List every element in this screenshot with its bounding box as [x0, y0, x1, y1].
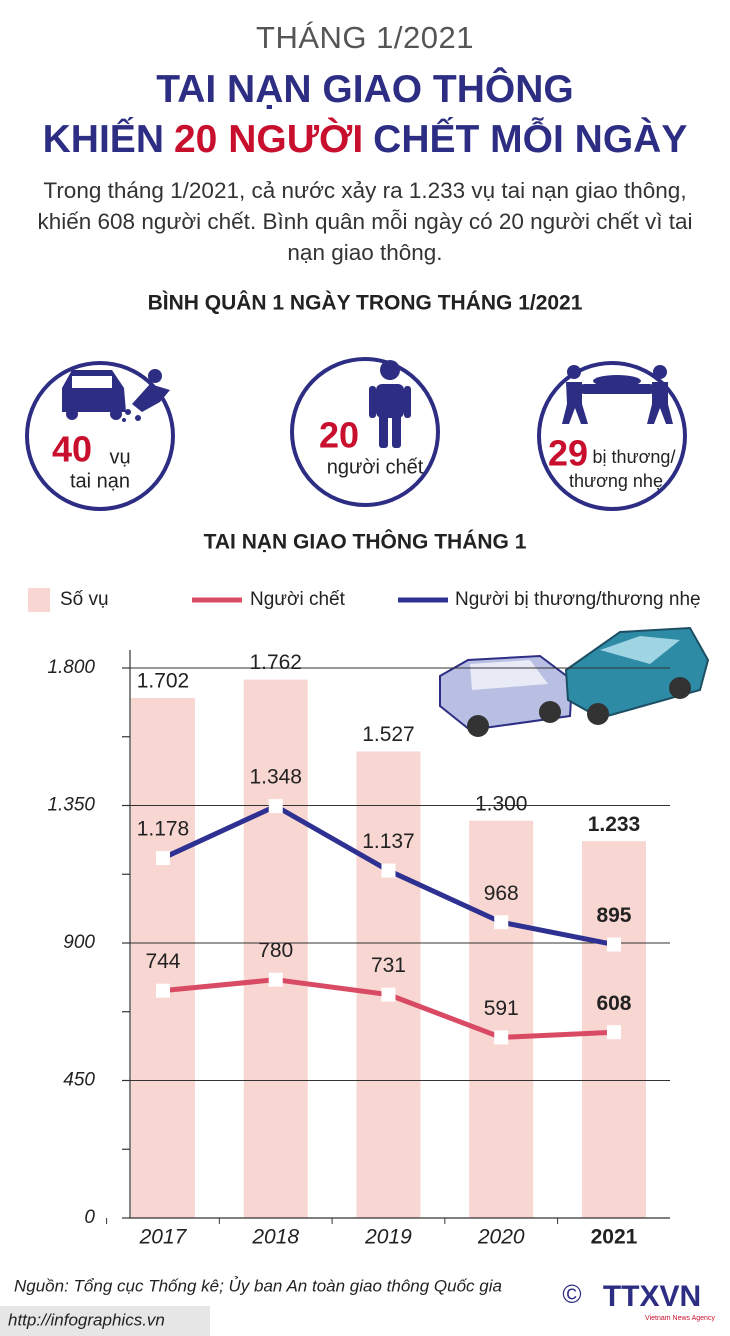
circle — [25, 361, 175, 511]
legend-label: Số vụ — [60, 589, 109, 610]
chart-title: TAI NẠN GIAO THÔNG THÁNG 1 — [204, 530, 527, 554]
y-tick-label: 450 — [63, 1070, 95, 1091]
bar — [243, 679, 308, 1218]
crash-illustration — [439, 626, 710, 737]
value-label: 1.702 — [137, 669, 190, 692]
stat-label: thương nhẹ — [569, 471, 663, 491]
value-label: 1.300 — [475, 792, 528, 815]
title-highlight: 20 NGƯỜI — [173, 118, 364, 161]
legend-swatch — [28, 588, 50, 612]
value-label: 591 — [484, 997, 519, 1020]
stat-label: người chết — [327, 456, 424, 478]
stat-label: bị thương/ — [593, 447, 676, 467]
bar — [469, 820, 534, 1218]
value-label: 1.137 — [362, 830, 415, 853]
kicker: THÁNG 1/2021 — [256, 20, 474, 55]
legend-label: Người chết — [250, 589, 346, 610]
value-label: 1.233 — [588, 813, 641, 836]
value-label: 731 — [371, 954, 406, 977]
x-tick-label: 2017 — [139, 1226, 188, 1249]
bar — [356, 751, 421, 1218]
logo-sub: Vietnam News Agency — [645, 1315, 715, 1322]
y-tick-label: 0 — [84, 1207, 95, 1228]
source: Nguồn: Tổng cục Thống kê; Ủy ban An toàn… — [14, 1276, 502, 1295]
value-label: 1.527 — [362, 723, 415, 746]
stat-label: tai nạn — [70, 470, 130, 492]
stat-icons — [25, 357, 687, 511]
value-label: 1.178 — [137, 818, 190, 841]
title: KHIẾN 20 NGƯỜI CHẾT MỖI NGÀY — [0, 118, 730, 162]
circle — [537, 361, 687, 511]
point — [381, 863, 396, 878]
legend-label: Người bị thương/thương nhẹ — [455, 589, 701, 610]
x-tick-label: 2018 — [251, 1226, 299, 1249]
stat-value: 40 — [52, 429, 92, 470]
x-tick-label: 2019 — [364, 1226, 412, 1249]
title-part: CHẾT MỖI NGÀY — [373, 118, 688, 161]
value-label: 1.762 — [249, 651, 302, 674]
intro: Trong tháng 1/2021, cả nước xảy ra 1.233… — [37, 178, 693, 265]
point — [155, 983, 170, 998]
stat-value: 29 — [548, 433, 588, 474]
value-label: 895 — [596, 904, 631, 927]
bar — [130, 697, 195, 1218]
x-tick-label: 2021 — [591, 1226, 638, 1249]
value-label: 608 — [596, 992, 631, 1015]
x-tick-label: 2020 — [477, 1226, 525, 1249]
copyright: © — [562, 1279, 581, 1309]
section-title: BÌNH QUÂN 1 NGÀY TRONG THÁNG 1/2021 — [148, 291, 583, 315]
car-icon — [62, 369, 170, 422]
point — [268, 799, 283, 814]
point — [606, 1025, 621, 1040]
value-label: 1.348 — [249, 766, 302, 789]
point — [494, 1030, 509, 1045]
url: http://infographics.vn — [8, 1310, 165, 1329]
point — [606, 937, 621, 952]
stat-value: 20 — [319, 415, 359, 456]
y-tick-label: 900 — [63, 932, 95, 953]
value-label: 744 — [145, 950, 180, 973]
point — [155, 851, 170, 866]
circle — [290, 357, 440, 507]
logo: TTXVN — [603, 1280, 701, 1313]
point — [494, 915, 509, 930]
point — [268, 972, 283, 987]
stat-label: vụ — [109, 446, 130, 468]
value-label: 968 — [484, 882, 519, 905]
title-part: KHIẾN — [42, 118, 164, 161]
url-bar — [0, 1306, 210, 1336]
point — [381, 987, 396, 1002]
stretcher-icon — [562, 365, 673, 424]
value-label: 780 — [258, 939, 293, 962]
person-icon — [369, 360, 411, 448]
y-tick-label: 1.800 — [47, 657, 95, 678]
y-tick-label: 1.350 — [47, 795, 95, 816]
title: TAI NẠN GIAO THÔNG — [156, 68, 574, 111]
